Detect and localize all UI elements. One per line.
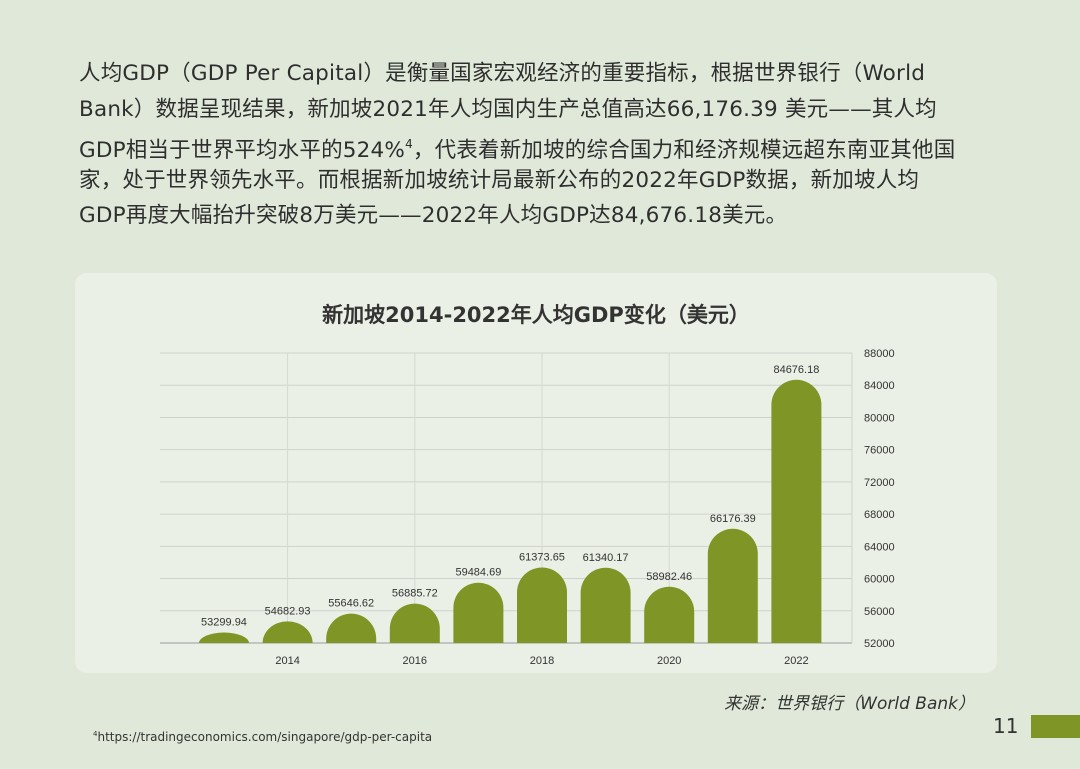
paragraph-line: Bank）数据呈现结果，新加坡2021年人均国内生产总值高达66,176.39 … [79, 96, 937, 122]
bar-value-label: 55646.62 [328, 598, 374, 610]
bar [707, 528, 758, 643]
y-tick-label: 72000 [864, 477, 895, 489]
intro-paragraph: 人均GDP（GDP Per Capital）是衡量国家宏观经济的重要指标，根据世… [79, 56, 999, 234]
paragraph-line: GDP相当于世界平均水平的524%4，代表着新加坡的综合国力和经济规模远超东南亚… [79, 127, 999, 163]
footnote-ref[interactable]: 4 [405, 137, 413, 151]
bar-value-label: 54682.93 [265, 605, 311, 617]
y-tick-label: 52000 [864, 638, 895, 650]
bar [771, 379, 822, 643]
bar-value-label: 61373.65 [519, 551, 565, 563]
y-tick-label: 80000 [864, 412, 895, 424]
bar [580, 567, 631, 643]
chart-source: 来源：世界银行（World Bank） [724, 694, 975, 714]
x-tick-label: 2020 [657, 655, 681, 667]
footnote-mark: 4 [93, 730, 98, 738]
bar-value-label: 84676.18 [773, 364, 819, 376]
bar-value-label: 53299.94 [201, 617, 247, 629]
y-tick-label: 88000 [864, 348, 895, 360]
bar [453, 582, 504, 643]
x-tick-label: 2018 [530, 655, 554, 667]
bar [326, 613, 377, 643]
paragraph-line: GDP再度大幅抬升突破8万美元——2022年人均GDP达84,676.18美元。 [79, 203, 788, 228]
bar-value-label: 66176.39 [710, 513, 756, 525]
x-tick-label: 2014 [275, 655, 299, 667]
y-tick-label: 68000 [864, 509, 895, 521]
page-number: 11 [993, 714, 1019, 738]
paragraph-text: GDP相当于世界平均水平的524% [79, 138, 406, 163]
bar-value-label: 59484.69 [455, 567, 501, 579]
y-tick-label: 60000 [864, 574, 895, 586]
bar [389, 603, 440, 643]
x-tick-label: 2022 [784, 655, 808, 667]
paragraph-line: 家，处于世界领先水平。而根据新加坡统计局最新公布的2022年GDP数据，新加坡人… [79, 167, 920, 193]
page-accent-bar [1031, 715, 1080, 738]
x-tick-label: 2016 [403, 655, 427, 667]
bar [199, 632, 249, 643]
bar-value-label: 56885.72 [392, 588, 438, 600]
bar [262, 621, 313, 643]
bar [517, 567, 567, 643]
bar-value-label: 58982.46 [646, 571, 692, 583]
paragraph-text: ，代表着新加坡的综合国力和经济规模远超东南亚其他国 [412, 138, 956, 163]
chart-title: 新加坡2014-2022年人均GDP变化（美元） [322, 303, 750, 327]
y-tick-label: 76000 [864, 445, 895, 457]
y-tick-label: 56000 [864, 606, 895, 618]
footnote-url[interactable]: https://tradingeconomics.com/singapore/g… [97, 730, 433, 744]
bar-value-label: 61340.17 [583, 552, 629, 564]
bar [644, 586, 695, 643]
y-tick-label: 64000 [864, 541, 895, 553]
y-tick-label: 84000 [864, 380, 895, 392]
footnote: 4https://tradingeconomics.com/singapore/… [93, 730, 432, 744]
paragraph-line: 人均GDP（GDP Per Capital）是衡量国家宏观经济的重要指标，根据世… [79, 61, 926, 86]
